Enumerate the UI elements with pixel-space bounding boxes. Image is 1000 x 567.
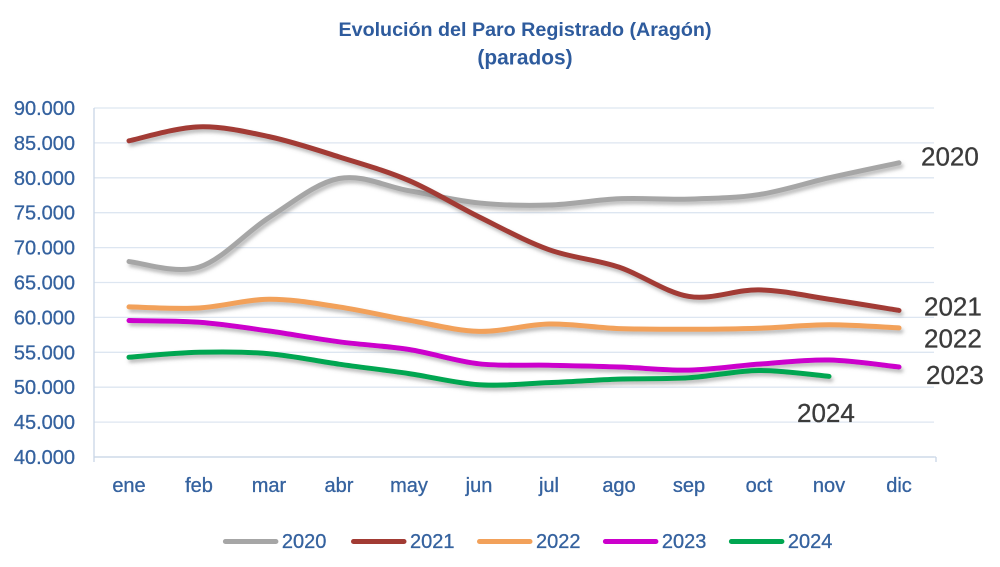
svg-text:sep: sep	[673, 475, 705, 497]
svg-text:45.000: 45.000	[14, 412, 75, 434]
svg-text:2022: 2022	[924, 324, 982, 354]
svg-text:jul: jul	[538, 475, 559, 497]
svg-text:65.000: 65.000	[14, 273, 75, 295]
svg-text:jun: jun	[465, 475, 493, 497]
svg-text:90.000: 90.000	[14, 98, 75, 120]
svg-text:70.000: 70.000	[14, 238, 75, 260]
svg-text:50.000: 50.000	[14, 377, 75, 399]
svg-text:2022: 2022	[536, 531, 581, 553]
svg-text:75.000: 75.000	[14, 203, 75, 225]
svg-text:40.000: 40.000	[14, 447, 75, 469]
svg-text:60.000: 60.000	[14, 307, 75, 329]
svg-text:2021: 2021	[410, 531, 455, 553]
svg-text:2023: 2023	[926, 360, 984, 390]
svg-text:2021: 2021	[924, 292, 982, 322]
svg-text:2020: 2020	[282, 531, 327, 553]
svg-text:abr: abr	[325, 475, 354, 497]
svg-text:2024: 2024	[788, 531, 833, 553]
svg-text:nov: nov	[813, 475, 845, 497]
svg-text:2024: 2024	[797, 398, 855, 428]
svg-text:mar: mar	[252, 475, 287, 497]
svg-text:55.000: 55.000	[14, 342, 75, 364]
svg-text:Evolución del Paro Registrado: Evolución del Paro Registrado (Aragón)	[338, 19, 711, 41]
svg-text:2020: 2020	[921, 142, 979, 172]
svg-text:oct: oct	[746, 475, 773, 497]
svg-text:80.000: 80.000	[14, 168, 75, 190]
svg-text:85.000: 85.000	[14, 133, 75, 155]
svg-text:ene: ene	[112, 475, 145, 497]
svg-text:feb: feb	[185, 475, 213, 497]
svg-text:(parados): (parados)	[477, 47, 572, 70]
svg-text:dic: dic	[886, 475, 912, 497]
svg-text:2023: 2023	[662, 531, 707, 553]
svg-text:ago: ago	[602, 475, 635, 497]
svg-text:may: may	[390, 475, 428, 497]
